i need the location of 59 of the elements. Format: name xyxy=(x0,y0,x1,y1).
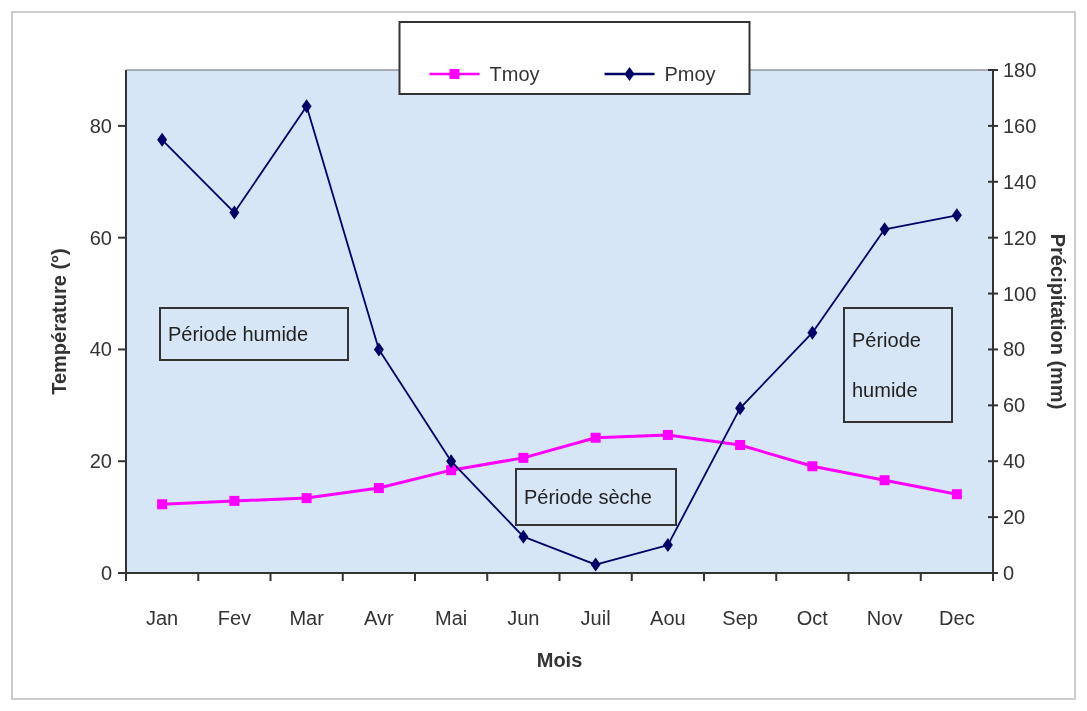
point xyxy=(807,461,818,472)
x-axis-title: Mois xyxy=(536,649,583,671)
x-tick-label: Avr xyxy=(364,607,395,629)
point xyxy=(879,475,890,486)
point xyxy=(229,495,240,506)
legend-label: Tmoy xyxy=(489,63,540,85)
point xyxy=(157,499,168,510)
point xyxy=(951,489,962,500)
y2-tick-label: 120 xyxy=(1003,226,1037,249)
point xyxy=(735,401,746,416)
point xyxy=(301,493,312,504)
point xyxy=(662,429,673,440)
point xyxy=(662,538,673,553)
point xyxy=(879,222,890,237)
point xyxy=(301,99,312,114)
y2-tick-label: 180 xyxy=(1003,59,1037,81)
y2-tick-label: 40 xyxy=(1003,450,1026,473)
point xyxy=(446,465,457,476)
x-tick-label: Aou xyxy=(650,607,686,629)
y-tick-label: 40 xyxy=(89,338,112,361)
point xyxy=(807,325,818,340)
x-tick-label: Jan xyxy=(146,607,179,629)
annotation: Période humide xyxy=(168,323,309,345)
point xyxy=(373,342,384,357)
point xyxy=(590,557,601,572)
point xyxy=(951,208,962,223)
text: Période humide xyxy=(852,329,921,401)
point xyxy=(518,452,529,463)
point xyxy=(735,440,746,451)
x-tick-label: Sep xyxy=(722,607,758,629)
y2-axis-title: Précipitation (mm) xyxy=(1047,233,1069,410)
y-axis-title: Température (°) xyxy=(48,248,70,395)
point xyxy=(446,454,457,469)
x-tick-label: Dec xyxy=(939,607,975,629)
legend-label: Pmoy xyxy=(664,63,716,85)
y-tick-label: 60 xyxy=(89,226,112,249)
x-tick-label: Oct xyxy=(796,607,829,629)
x-tick-label: Nov xyxy=(866,607,903,629)
y-tick-label: 0 xyxy=(100,562,112,584)
x-tick-label: Jun xyxy=(507,607,540,629)
x-tick-label: Mai xyxy=(435,607,468,629)
y-tick-label: 20 xyxy=(89,450,112,473)
point xyxy=(518,529,529,544)
y-tick-label: 80 xyxy=(89,114,112,137)
annotation: Période sèche xyxy=(524,486,652,508)
y2-tick-label: 60 xyxy=(1003,394,1026,417)
x-tick-label: Mar xyxy=(289,607,325,629)
y2-tick-label: 20 xyxy=(1003,506,1026,529)
y2-tick-label: 140 xyxy=(1003,170,1037,193)
x-tick-label: Fev xyxy=(217,607,252,629)
point xyxy=(229,205,240,220)
x-tick-label: Juil xyxy=(580,607,611,629)
point xyxy=(590,432,601,443)
point xyxy=(373,483,384,494)
point xyxy=(157,132,168,147)
y2-tick-label: 80 xyxy=(1003,338,1026,361)
y2-tick-label: 100 xyxy=(1003,282,1037,305)
y2-tick-label: 0 xyxy=(1003,562,1015,584)
y2-tick-label: 160 xyxy=(1003,114,1037,137)
